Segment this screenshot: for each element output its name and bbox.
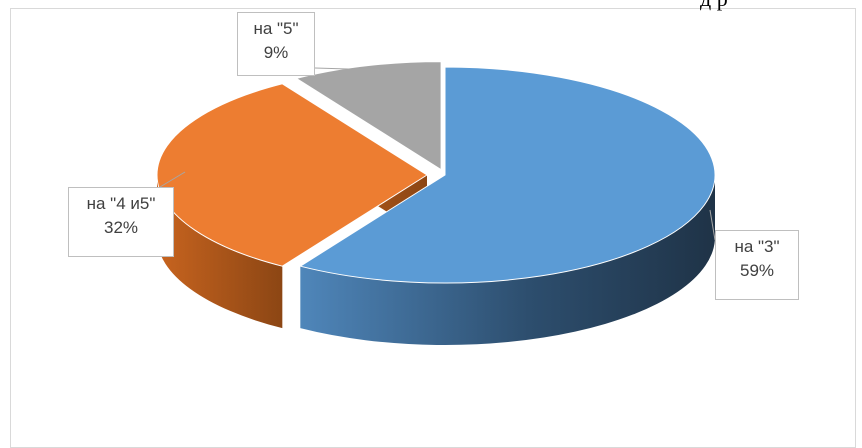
slice-data-label: на "4 и5" 32% (68, 187, 174, 257)
label-leader-line (709, 209, 716, 241)
slice-category-label: на "5" (253, 19, 299, 38)
label-leader-line (159, 171, 186, 188)
pie-slice (156, 83, 428, 267)
pie-slice-side (300, 175, 715, 345)
pie-slice-side (157, 175, 283, 329)
slice-data-label: на "3" 59% (715, 230, 799, 300)
pie-chart (156, 61, 716, 345)
slice-value-label: 59% (739, 261, 775, 280)
slice-category-label: на "3" (734, 237, 780, 256)
top-text-fragment: д р (700, 0, 728, 12)
label-leader-line (314, 67, 384, 71)
pie-slice (299, 66, 716, 284)
slice-value-label: 9% (263, 43, 289, 62)
slice-category-label: на "4 и5" (86, 194, 156, 213)
slice-value-label: 32% (103, 218, 139, 237)
slice-data-label: на "5" 9% (237, 12, 315, 76)
pie-slice (295, 61, 442, 171)
